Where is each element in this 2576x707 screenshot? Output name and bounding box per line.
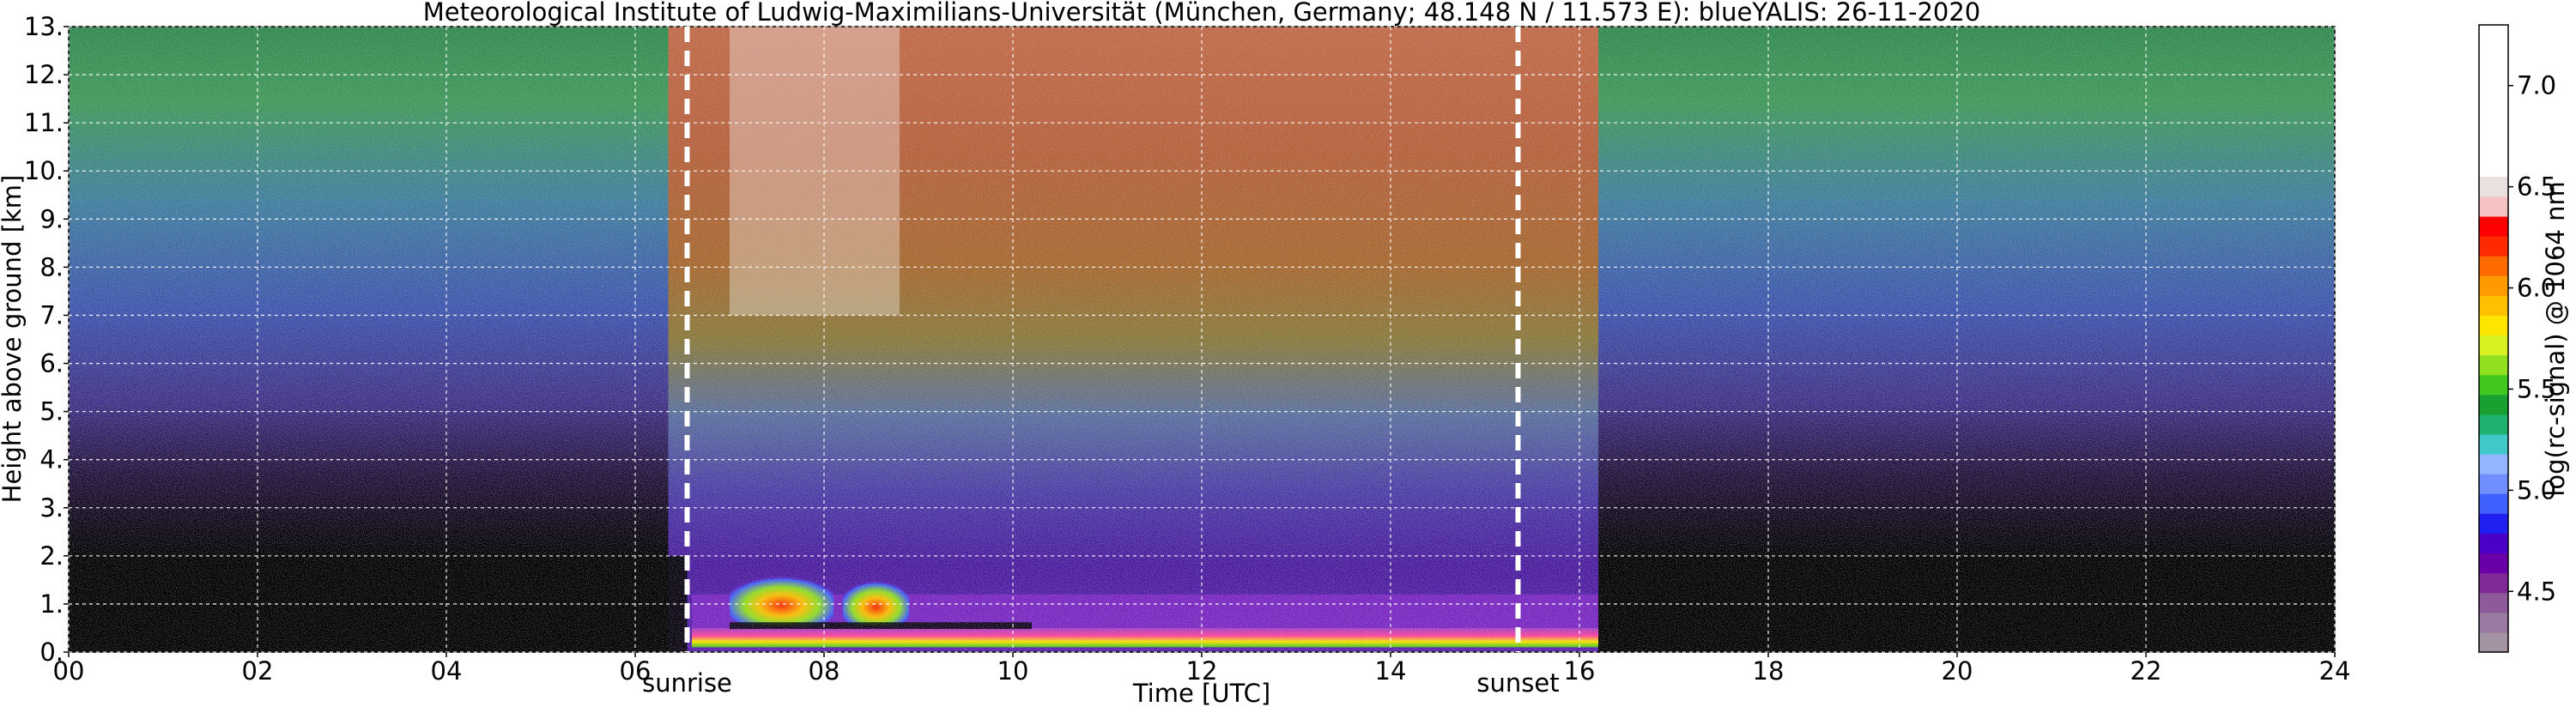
y-tick-label: 9. [39,204,64,233]
y-tick-label: 13. [24,12,64,41]
x-tick-label: 14 [1375,656,1407,686]
sun-marker-label: sunrise [642,668,732,698]
colorbar-tick-label: 6.0 [2517,274,2556,303]
grid-lines [68,26,2336,653]
colorbar-label: log(rc-signal) @ 1064 nm [2541,181,2570,496]
colorbar-tick-label: 5.0 [2517,475,2556,505]
sun-marker-label: sunset [1476,668,1559,698]
colorbar-swatch [2479,236,2508,257]
y-tick-label: 10. [24,156,64,185]
y-tick-label: 4. [39,445,64,474]
x-tick-label: 10 [997,656,1029,686]
y-tick-label: 0. [39,638,64,667]
x-tick-label: 24 [2319,656,2351,686]
colorbar-swatch [2479,335,2508,356]
colorbar-swatch [2479,454,2508,474]
y-tick-label: 7. [39,300,64,329]
colorbar-swatch [2479,176,2508,197]
colorbar-swatch [2479,256,2508,276]
x-tick-label: 06 [620,656,652,686]
colorbar-swatch [2479,612,2508,633]
colorbar-swatch [2479,374,2508,396]
colorbar-tick-label: 6.5 [2517,172,2556,202]
colorbar-swatch [2479,315,2508,336]
x-tick-label: 04 [431,656,463,686]
x-axis-ticks: 00 02 04 06 08 10 12 14 16 18 20 22 24 [53,652,2351,686]
y-axis-label: Height above ground [km] [0,175,27,504]
sun-annotations: sunrise sunset [642,27,1560,698]
y-tick-label: 6. [39,349,64,378]
x-tick-label: 18 [1753,656,1785,686]
colorbar-swatch [2479,474,2508,494]
y-tick-label: 5. [39,397,64,426]
colorbar-tick-label: 4.5 [2517,577,2556,606]
x-tick-label: 22 [2131,656,2162,686]
y-axis-ticks: 0. 1. 2. 3. 4. 5. 6. 7. 8. 9. 10. 11. 12. 13. [24,12,69,667]
x-tick-label: 16 [1564,656,1596,686]
colorbar-swatch [2479,295,2508,316]
x-tick-label: 08 [809,656,840,686]
colorbar-swatch [2479,592,2508,613]
x-tick-label: 20 [1942,656,1973,686]
colorbar-swatch [2479,434,2508,455]
colorbar-frame [2478,24,2509,653]
colorbar-swatch [2479,553,2508,574]
colorbar-swatch [2479,25,2508,177]
y-tick-label: 2. [39,541,64,571]
x-tick-label: 12 [1186,656,1218,686]
colorbar-swatch [2479,275,2508,296]
y-tick-label: 12. [24,60,64,89]
colorbar: 4.5 5.0 5.5 6.0 6.5 7.0 [2478,24,2556,653]
colorbar-tick-label: 7.0 [2517,71,2556,100]
x-tick-label: 02 [242,656,274,686]
colorbar-swatch [2479,572,2508,594]
x-tick-label: 00 [53,656,85,686]
colorbar-swatch [2479,354,2508,376]
colorbar-swatch [2479,631,2508,653]
colorbar-swatch [2479,533,2508,554]
colorbar-swatch [2479,414,2508,435]
colorbar-swatch [2479,216,2508,237]
x-axis-label: Time [UTC] [1132,679,1270,707]
colorbar-swatch [2479,493,2508,514]
y-tick-label: 3. [39,493,64,523]
chart-title: Meteorological Institute of Ludwig-Maxim… [423,0,1981,27]
y-tick-label: 8. [39,252,64,281]
colorbar-swatch [2479,394,2508,415]
y-tick-label: 11. [24,108,64,137]
colorbar-swatch [2479,513,2508,534]
colorbar-swatch [2479,196,2508,217]
colorbar-tick-label: 5.5 [2517,374,2556,403]
y-tick-label: 1. [39,589,64,619]
